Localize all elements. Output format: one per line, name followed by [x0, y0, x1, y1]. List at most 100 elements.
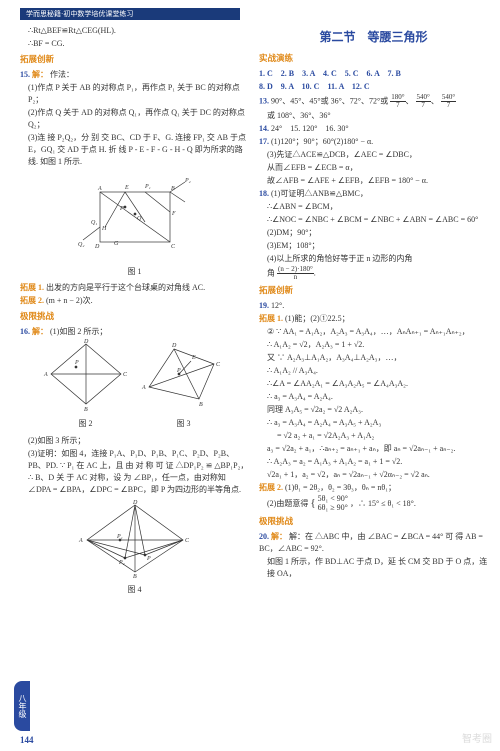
figure-3: DC BA PE	[139, 339, 229, 414]
fraction: (n − 2)·180°n	[277, 266, 314, 281]
svg-text:G: G	[114, 241, 119, 247]
brace-bot: 6θ₁ ≥ 90°	[318, 504, 348, 513]
svg-text:P: P	[146, 556, 151, 562]
ext2-2: (2)由题意得 { 5θ₁ < 90° 6θ₁ ≥ 90° ，∴ 15° ≤ θ…	[259, 495, 488, 513]
text: (1)如图 2 所示；	[50, 327, 107, 336]
svg-text:P₂: P₂	[118, 560, 125, 566]
text: (1)可证明△ANB≌△BMC，	[271, 189, 368, 198]
figure-2-caption: 图 2	[41, 418, 131, 430]
text: 90°、45°、45°或 36°、72°、72°或	[271, 96, 388, 105]
svg-text:D: D	[83, 339, 89, 345]
svg-text:C: C	[185, 538, 190, 544]
text: (1)120°；90°；60°(2)180° − α.	[271, 137, 373, 146]
answer-row: 1. C 2. B 3. A 4. C 5. C 6. A 7. B	[259, 68, 488, 80]
figure-1-caption: 图 1	[20, 266, 249, 278]
question-number: 17.	[259, 137, 269, 146]
text-line: ∴∠ABN = ∠BCM，	[259, 201, 488, 213]
figure-4: DC BA P₁P₂ P	[75, 500, 195, 580]
ext-label: 拓展 2.	[20, 296, 44, 305]
watermark: 智考圈	[462, 730, 492, 745]
svg-text:B: B	[133, 574, 137, 580]
text-line: ∴BF = CG.	[20, 38, 249, 50]
figure-row: DC BA P 图 2 DC	[20, 339, 249, 434]
ext-label: 拓展 2.	[259, 483, 283, 492]
svg-text:C: C	[123, 372, 128, 378]
text-line: 又 ∵ A₂A₃⊥A₁A₂，A₃A₄⊥A₂A₃，…，	[259, 352, 488, 364]
text-line: a₃ = √2a₂ + a₁，∴aₙ₊₂ = aₙ₊₁ + aₙ，即 aₙ = …	[259, 443, 488, 455]
text: (1)θ₁ = 2θ₂，θ₂ = 3θ₃，θₙ = nθ₁；	[285, 483, 396, 492]
question-number: 14.	[259, 124, 269, 133]
text: 解：在 △ABC 中，由 ∠BAC = ∠BCA = 44° 可 得 AB = …	[259, 532, 483, 553]
text: (2)由题意得	[267, 499, 308, 508]
section-title: 第二节 等腰三角形	[259, 28, 488, 46]
header-bar: 学而思秘籍·初中数学培优课堂练习	[20, 8, 240, 20]
q15: 15. 解： 作法：	[20, 69, 249, 81]
svg-text:D: D	[94, 244, 100, 250]
question-number: 18.	[259, 189, 269, 198]
text-line: ∴ a₃ = A₃A₄ = A₂A₄ = A₃A₅ + A₂A₃	[259, 417, 488, 429]
text: 24° 15. 120° 16. 30°	[271, 124, 349, 133]
text-line: ∴∠NOC = ∠NBC + ∠BCM = ∠NBC + ∠ABN = ∠ABC…	[259, 214, 488, 226]
svg-text:Q₁: Q₁	[91, 220, 97, 226]
svg-text:H: H	[101, 226, 107, 232]
figure-3-wrap: DC BA PE 图 3	[139, 339, 229, 434]
fraction: 540°7	[416, 94, 431, 109]
ext2: 拓展 2. (m + n − 2)次.	[20, 295, 249, 307]
figure-1: AB CD P₁P₂ PQ FE HG Q₁Q₂	[75, 172, 195, 262]
figure-4-caption: 图 4	[20, 584, 249, 596]
text-line: (2)作点 Q 关于 AD 的对称点 Q₁，再作点 Q₁ 关于 DC 的对称点 …	[20, 107, 249, 131]
svg-text:D: D	[132, 500, 138, 506]
text-line: √2a₁ + 1，a₂ = √2，aₙ = √2aₙ₋₁ + √2αₙ₋₂ = …	[259, 469, 488, 481]
fraction: 180°7	[390, 94, 405, 109]
text-line: ∴ A₂A₃ = a₂ = A₁A₃ + A₁A₂ = a₁ + 1 = √2.	[259, 456, 488, 468]
svg-text:C: C	[171, 244, 176, 250]
q20: 20. 解： 解：在 △ABC 中，由 ∠BAC = ∠BCA = 44° 可 …	[259, 531, 488, 555]
svg-text:P₁: P₁	[116, 534, 123, 540]
svg-text:E: E	[191, 355, 196, 361]
svg-text:B: B	[171, 186, 175, 192]
question-number: 20.	[259, 532, 269, 541]
text-line: (3)先证△ACE≌△DCB，∠AEC = ∠DBC，	[259, 149, 488, 161]
text-line: ∴Rt△BEF≌Rt△CEG(HL).	[20, 25, 249, 37]
question-label: 解：	[32, 327, 48, 336]
question-label: 解：	[32, 70, 48, 79]
grade-tab: 八年级	[14, 681, 30, 731]
question-number: 13.	[259, 96, 269, 105]
svg-text:Q: Q	[137, 216, 142, 222]
subsection-title: 极限挑战	[20, 310, 249, 323]
text-line: 或 108°、36°、36°	[259, 110, 488, 122]
ext-label: 拓展 1.	[20, 283, 44, 292]
subsection-title: 极限挑战	[259, 515, 488, 528]
ext2r: 拓展 2. (1)θ₁ = 2θ₂，θ₂ = 3θ₃，θₙ = nθ₁；	[259, 482, 488, 494]
text-line: ∴ A₁A₂ // A₃A₄.	[259, 365, 488, 377]
text-line: (3)连 接 P₂Q₂，分 别 交 BC、CD 于 F、G. 连接 FP₁ 交 …	[20, 132, 249, 168]
q17: 17. (1)120°；90°；60°(2)180° − α.	[259, 136, 488, 148]
svg-text:P: P	[176, 368, 181, 374]
text: ∴ 15° ≤ θ₁ < 18°.	[358, 499, 416, 508]
text-line: (1)作点 P 关于 AB 的对称点 P₁，再作点 P₁ 关于 BC 的对称点 …	[20, 82, 249, 106]
svg-text:E: E	[124, 185, 129, 191]
text-line: ② ∵ AA₁ = A₁A₂，A₂A₃ = A₃A₄，…，AₙAₙ₊₁ = Aₙ…	[259, 326, 488, 338]
svg-text:C: C	[216, 362, 221, 368]
q18: 18. (1)可证明△ANB≌△BMC，	[259, 188, 488, 200]
ext-label: 拓展 1.	[259, 314, 283, 323]
subsection-title: 拓展创新	[259, 284, 488, 297]
page-columns: ∴Rt△BEF≌Rt△CEG(HL). ∴BF = CG. 拓展创新 15. 解…	[20, 24, 488, 727]
text-line: 从而∠EFB = ∠ECB = α，	[259, 162, 488, 174]
question-number: 16.	[20, 327, 30, 336]
svg-text:P₁: P₁	[144, 184, 151, 190]
figure-3-caption: 图 3	[139, 418, 229, 430]
text-line: 故∠AFB = ∠AFE + ∠EFB，∠EFB = 180° − α.	[259, 175, 488, 187]
angle-formula: 角 (n − 2)·180°n.	[259, 266, 488, 281]
q14: 14. 24° 15. 120° 16. 30°	[259, 123, 488, 135]
svg-text:F: F	[171, 211, 176, 217]
svg-text:A: A	[141, 385, 146, 391]
text-line: (3)EM；108°；	[259, 240, 488, 252]
text: (1)能；(2)①22.5；	[285, 314, 350, 323]
right-column: 第二节 等腰三角形 实战演练 1. C 2. B 3. A 4. C 5. C …	[259, 24, 488, 727]
question-number: 15.	[20, 70, 30, 79]
text: 作法：	[50, 70, 74, 79]
text-line: (3)证明：如图 4，连接 P₁A、P₁D、P₁B、P₁C、P₂D、P₂B、PB…	[20, 448, 249, 496]
svg-text:P: P	[119, 206, 124, 212]
q16: 16. 解： (1)如图 2 所示；	[20, 326, 249, 338]
